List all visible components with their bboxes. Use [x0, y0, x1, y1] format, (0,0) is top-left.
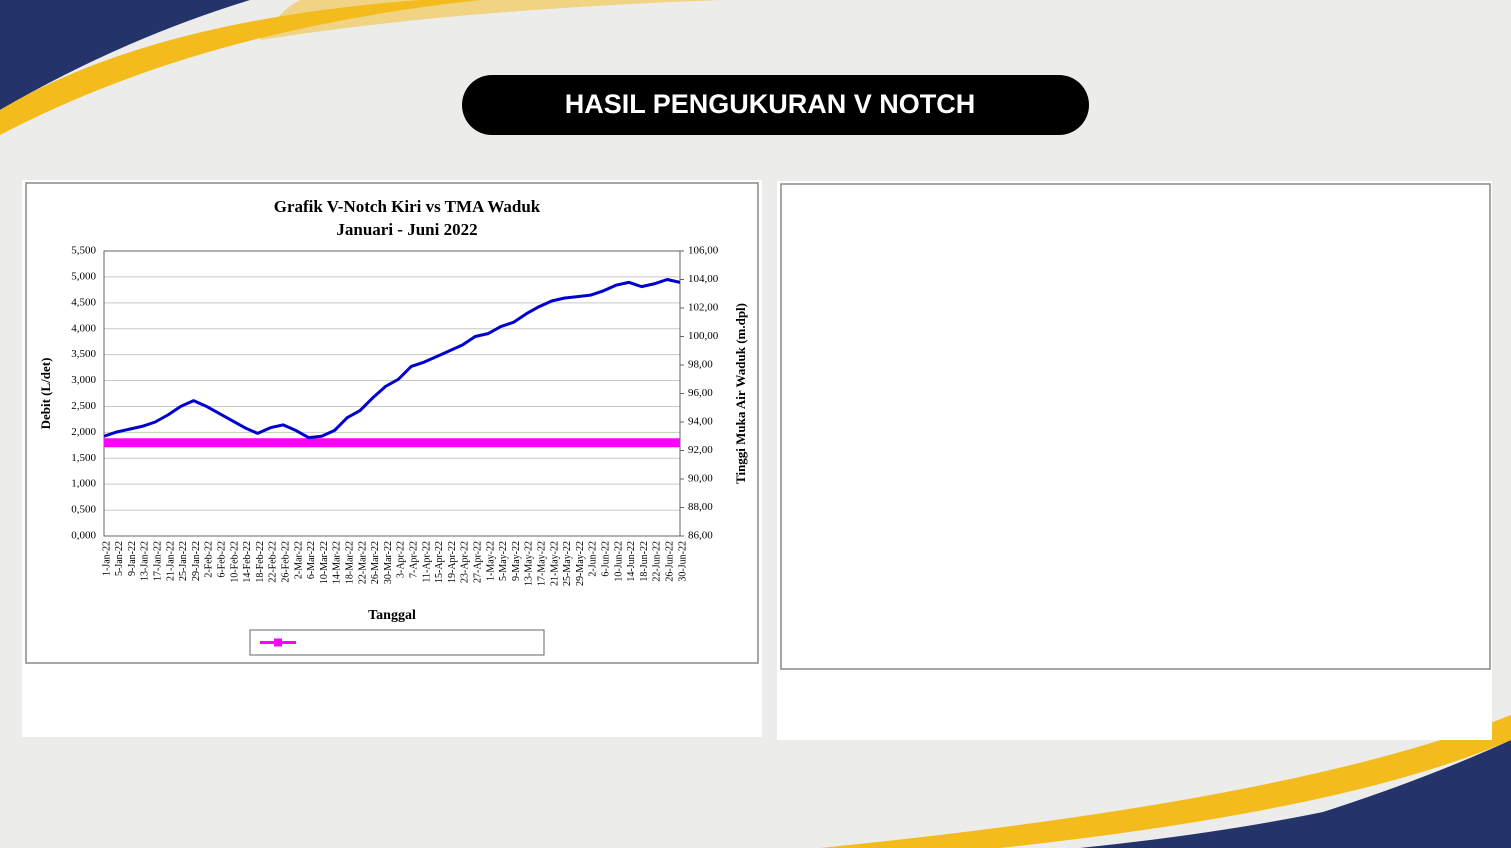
y2-tick-label: 92,00	[688, 444, 713, 456]
y2-tick-label: 102,00	[688, 302, 719, 314]
y-tick-label: 0,500	[71, 504, 96, 516]
x-tick-label: 29-Jan-22	[191, 541, 202, 581]
x-axis-label: Tanggal	[368, 608, 416, 623]
x-tick-label: 15-Apr-22	[434, 541, 445, 583]
decor-yellow	[820, 715, 1511, 848]
y2-tick-label: 104,00	[688, 273, 719, 285]
x-tick-label: 21-Jan-22	[165, 541, 176, 581]
x-tick-label: 9-Jan-22	[127, 541, 138, 576]
y2-tick-label: 94,00	[688, 416, 713, 428]
line-series	[103, 278, 681, 440]
x-tick-label: 22-Jun-22	[652, 541, 663, 582]
x-tick-label: 22-Feb-22	[268, 541, 279, 583]
x-tick-label: 1-May-22	[485, 541, 496, 581]
x-tick-label: 13-May-22	[524, 541, 535, 586]
y-tick-label: 1,000	[71, 478, 96, 490]
chart-frame	[780, 183, 1491, 670]
legend-box	[249, 629, 545, 656]
y-tick-label: 3,000	[71, 374, 96, 386]
y2-axis-label: Tinggi Muka Air Waduk (m.dpl)	[733, 303, 748, 484]
slide-title: HASIL PENGUKURAN V NOTCH	[565, 89, 976, 119]
x-tick-label: 7-Apr-22	[408, 541, 419, 578]
decor-navy	[1080, 760, 1511, 848]
y2-tick-label: 106,00	[688, 245, 719, 257]
x-tick-label: 10-Mar-22	[319, 541, 330, 584]
x-tick-label: 30-Jun-22	[677, 541, 688, 582]
x-tick-label: 2-Feb-22	[204, 541, 215, 578]
x-tick-label: 18-Jun-22	[639, 541, 650, 582]
x-tick-label: 14-Jun-22	[626, 541, 637, 582]
y2-tick-label: 98,00	[688, 359, 713, 371]
x-tick-label: 30-Mar-22	[383, 541, 394, 584]
x-tick-label: 19-Apr-22	[447, 541, 458, 583]
plot-area	[103, 250, 681, 537]
chart-title: Grafik V-Notch Kiri vs TMA Waduk	[274, 197, 541, 216]
x-tick-label: 23-Apr-22	[460, 541, 471, 583]
decor-navy	[0, 0, 250, 110]
y-axis-label: Debit (L/det)	[38, 358, 53, 430]
y-tick-label: 0,000	[71, 530, 96, 542]
x-tick-label: 1-Jan-22	[101, 541, 112, 576]
x-tick-label: 26-Jun-22	[664, 541, 675, 582]
x-tick-label: 25-May-22	[562, 541, 573, 586]
x-tick-label: 26-Mar-22	[370, 541, 381, 584]
y2-tick-label: 96,00	[688, 387, 713, 399]
chart-frame	[25, 182, 759, 664]
y-tick-label: 5,000	[71, 270, 96, 282]
y-tick-label: 1,500	[71, 452, 96, 464]
legend-marker	[274, 638, 282, 647]
decor-yellow	[0, 0, 480, 135]
y2-tick-label: 88,00	[688, 501, 713, 513]
y-tick-label: 2,000	[71, 426, 96, 438]
x-tick-label: 18-Feb-22	[255, 541, 266, 583]
x-tick-label: 2-Mar-22	[293, 541, 304, 579]
y2-tick-label: 90,00	[688, 473, 713, 485]
y-tick-label: 2,500	[71, 400, 96, 412]
x-tick-label: 6-Mar-22	[306, 541, 317, 579]
y-tick-label: 3,500	[71, 348, 96, 360]
x-tick-label: 27-Apr-22	[472, 541, 483, 583]
x-tick-label: 21-May-22	[549, 541, 560, 586]
x-tick-label: 17-May-22	[536, 541, 547, 586]
x-tick-label: 9-May-22	[511, 541, 522, 581]
chart-title: Januari - Juni 2022	[336, 220, 477, 239]
x-tick-label: 25-Jan-22	[178, 541, 189, 581]
y-tick-label: 5,500	[71, 245, 96, 257]
x-tick-label: 26-Feb-22	[280, 541, 291, 583]
x-tick-label: 6-Feb-22	[216, 541, 227, 578]
title-pill	[462, 75, 1089, 135]
x-tick-label: 22-Mar-22	[357, 541, 368, 584]
y-tick-label: 4,500	[71, 296, 96, 308]
x-tick-label: 18-Mar-22	[344, 541, 355, 584]
x-tick-label: 2-Jun-22	[588, 541, 599, 577]
y2-tick-label: 100,00	[688, 330, 719, 342]
x-tick-label: 17-Jan-22	[152, 541, 163, 581]
x-tick-label: 3-Apr-22	[396, 541, 407, 578]
x-tick-label: 10-Feb-22	[229, 541, 240, 583]
x-tick-label: 14-Feb-22	[242, 541, 253, 583]
x-tick-label: 5-Jan-22	[114, 541, 125, 576]
x-tick-label: 10-Jun-22	[613, 541, 624, 582]
x-tick-label: 13-Jan-22	[140, 541, 151, 581]
x-tick-label: 14-Mar-22	[332, 541, 343, 584]
x-tick-label: 11-Apr-22	[421, 541, 432, 583]
y-tick-label: 4,000	[71, 322, 96, 334]
x-tick-label: 29-May-22	[575, 541, 586, 586]
x-tick-label: 6-Jun-22	[600, 541, 611, 577]
x-tick-label: 5-May-22	[498, 541, 509, 581]
y2-tick-label: 86,00	[688, 530, 713, 542]
decor-yellow-light	[260, 0, 720, 40]
